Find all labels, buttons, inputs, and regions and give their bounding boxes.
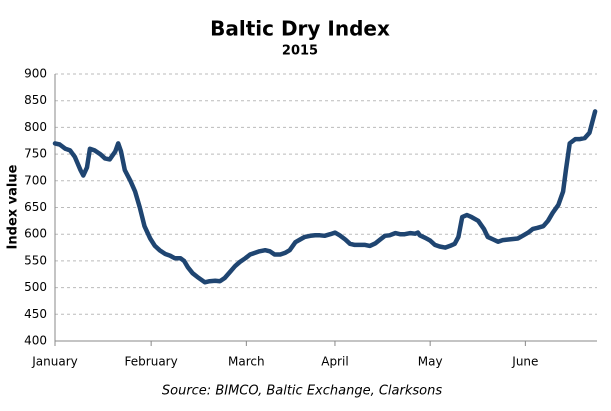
y-tick-label: 400 (24, 334, 47, 348)
x-tick-label: February (125, 355, 178, 369)
chart-title: Baltic Dry Index (210, 17, 390, 41)
y-tick-label: 900 (24, 67, 47, 81)
data-line (52, 109, 598, 285)
y-tick-label: 500 (24, 280, 47, 294)
y-tick-label: 700 (24, 173, 47, 187)
y-tick-label: 450 (24, 307, 47, 321)
y-tick-label: 600 (24, 227, 47, 241)
x-tick-label: March (228, 355, 265, 369)
y-tick-label: 550 (24, 253, 47, 267)
x-tick-label: June (511, 355, 538, 369)
y-tick-label: 650 (24, 200, 47, 214)
y-tick-label: 800 (24, 120, 47, 134)
x-tick-label: April (321, 355, 348, 369)
chart-subtitle: 2015 (282, 44, 318, 59)
x-tick-label: May (418, 355, 443, 369)
source-note: Source: BIMCO, Baltic Exchange, Clarkson… (162, 384, 442, 399)
y-tick-label: 750 (24, 147, 47, 161)
y-axis-label: Index value (6, 164, 21, 249)
y-tick-label: 850 (24, 93, 47, 107)
x-tick-label: January (31, 355, 78, 369)
